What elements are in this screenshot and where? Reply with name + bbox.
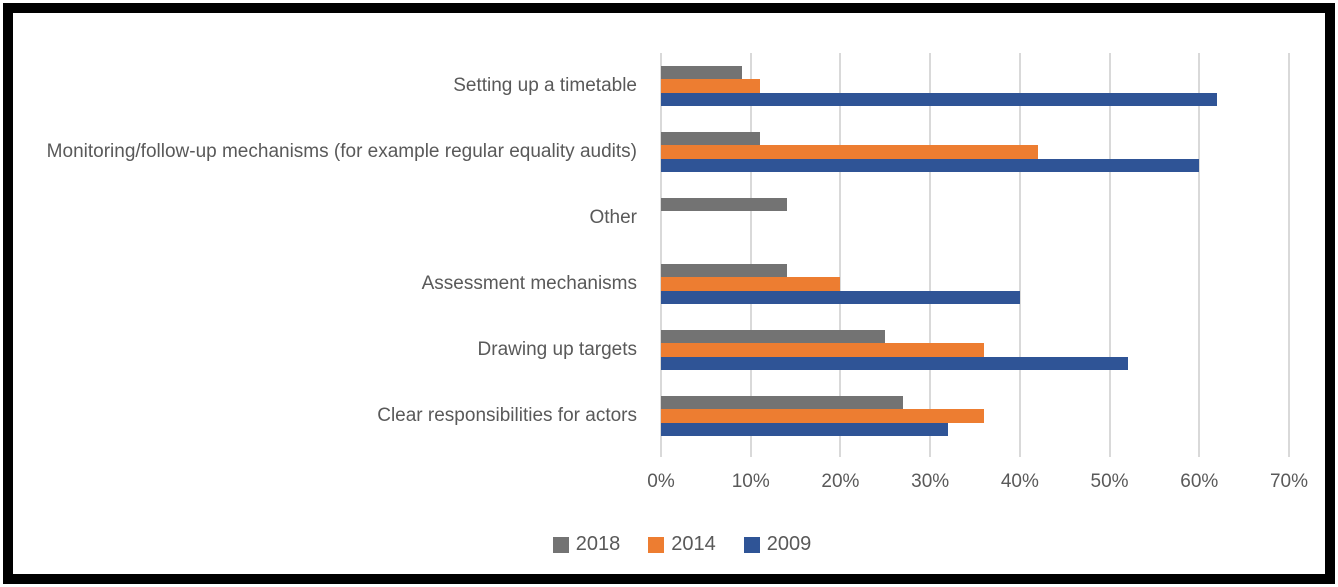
x-tick-label: 10% — [731, 471, 770, 492]
legend-swatch-2009 — [743, 536, 760, 553]
gridline — [929, 53, 932, 449]
legend: 2018 2014 2009 — [26, 533, 1338, 556]
gridline — [749, 53, 752, 449]
x-tick-mark — [1018, 449, 1021, 457]
legend-label: 2018 — [575, 533, 621, 555]
bar-chart: Setting up a timetable Monitoring/follow-… — [26, 26, 1338, 587]
bar-row — [661, 119, 1289, 185]
bar-row — [661, 251, 1289, 317]
x-tick-mark — [660, 449, 662, 457]
category-label: Drawing up targets — [26, 317, 637, 383]
category-label: Monitoring/follow-up mechanisms (for exa… — [26, 119, 637, 185]
legend-swatch-2018 — [552, 536, 569, 553]
gridline — [1108, 53, 1111, 449]
category-label-text: Drawing up targets — [477, 339, 637, 361]
category-label-text: Assessment mechanisms — [421, 273, 637, 295]
legend-swatch-2014 — [648, 536, 665, 553]
legend-item: 2014 — [648, 533, 716, 556]
bar-2018 — [661, 264, 787, 278]
x-tick-mark — [839, 449, 842, 457]
category-label-text: Monitoring/follow-up mechanisms (for exa… — [46, 141, 637, 163]
chart-frame-border: Setting up a timetable Monitoring/follow-… — [3, 3, 1335, 584]
x-tick-mark — [1108, 449, 1111, 457]
bar-row — [661, 383, 1289, 449]
category-label: Assessment mechanisms — [26, 251, 637, 317]
gridline — [1198, 53, 1201, 449]
x-tick-label: 70% — [1269, 471, 1309, 492]
x-tick-mark — [1288, 449, 1290, 457]
bar-2018 — [661, 132, 760, 146]
bar-2014 — [661, 277, 841, 291]
bar-2009 — [661, 356, 1128, 370]
legend-label: 2014 — [671, 533, 716, 555]
bar-2018 — [661, 198, 787, 212]
bar-2014 — [661, 409, 984, 423]
gridline — [1288, 53, 1290, 449]
gridline — [839, 53, 842, 449]
plot-area — [660, 53, 1290, 449]
x-tick-label: 30% — [911, 471, 950, 492]
category-label: Other — [26, 185, 637, 251]
legend-item: 2009 — [743, 533, 812, 556]
gridline — [1018, 53, 1021, 449]
bar-2014 — [661, 343, 984, 357]
bar-2009 — [661, 422, 949, 436]
category-label-text: Other — [589, 207, 637, 229]
category-label: Setting up a timetable — [26, 53, 637, 119]
bar-row — [661, 317, 1289, 383]
value-axis: 0% 10% 20% 30% 40% 50% 60% 70% — [647, 449, 1308, 509]
category-label-text: Setting up a timetable — [453, 75, 637, 97]
bar-2009 — [661, 290, 1020, 304]
category-axis: Setting up a timetable Monitoring/follow-… — [26, 53, 637, 449]
x-tick-label: 60% — [1180, 471, 1219, 492]
x-tick-mark — [749, 449, 752, 457]
category-label-text: Clear responsibilities for actors — [377, 405, 637, 427]
x-tick-label: 40% — [1000, 471, 1039, 492]
x-tick-mark — [929, 449, 932, 457]
x-tick-label: 0% — [647, 471, 675, 492]
x-tick-mark — [1198, 449, 1201, 457]
bar-2009 — [661, 92, 1218, 106]
bar-row — [661, 185, 1289, 251]
bar-2018 — [661, 396, 904, 410]
category-label: Clear responsibilities for actors — [26, 383, 637, 449]
bar-row — [661, 53, 1289, 119]
bar-2014 — [661, 79, 760, 93]
bar-2014 — [661, 145, 1038, 159]
legend-item: 2018 — [552, 533, 621, 556]
bar-2018 — [661, 66, 742, 80]
x-tick-label: 20% — [821, 471, 860, 492]
legend-label: 2009 — [766, 533, 812, 555]
gridline — [660, 53, 662, 449]
x-tick-label: 50% — [1090, 471, 1129, 492]
bar-2009 — [661, 158, 1200, 172]
bar-2018 — [661, 330, 886, 344]
